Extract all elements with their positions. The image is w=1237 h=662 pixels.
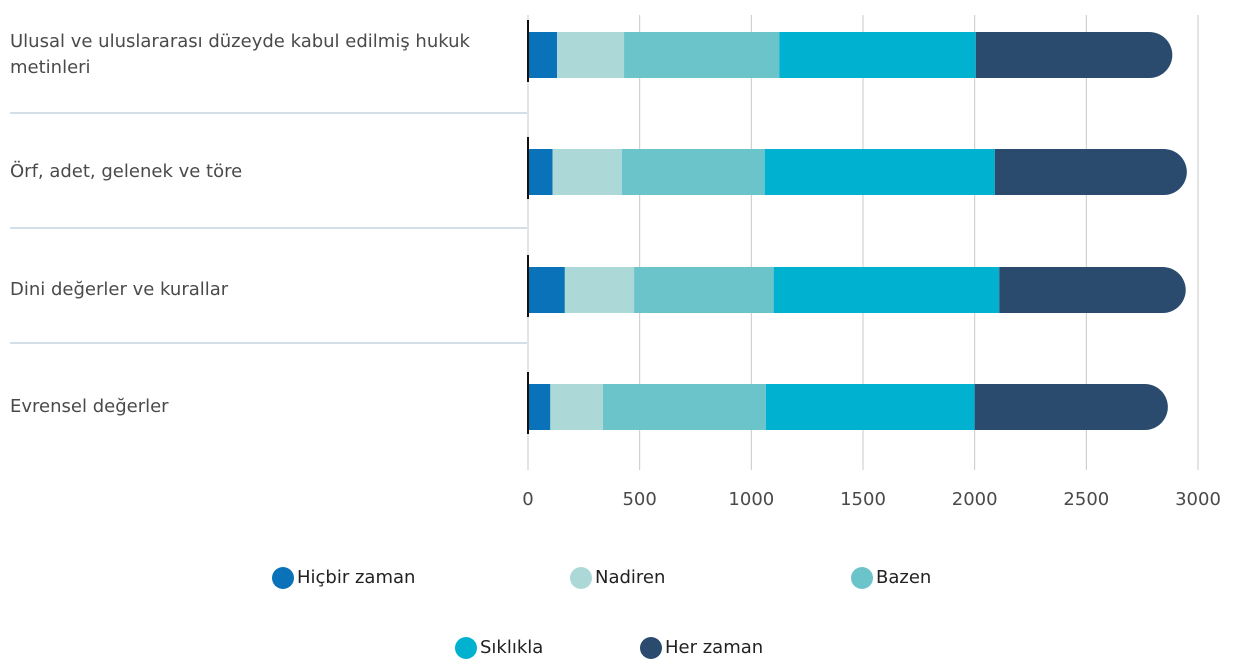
bar-segment <box>621 149 765 195</box>
bar-segment <box>999 267 1186 313</box>
x-tick-label: 1000 <box>728 489 774 510</box>
category-label: Örf, adet, gelenek ve töre <box>10 161 243 182</box>
x-tick-label: 3000 <box>1175 489 1221 510</box>
x-tick-label: 500 <box>622 489 656 510</box>
bar-segment <box>779 32 976 78</box>
legend-label: Hiçbir zaman <box>297 567 415 588</box>
x-tick-label: 2500 <box>1063 489 1109 510</box>
bar-segment <box>765 384 975 430</box>
bar-segment <box>634 267 774 313</box>
legend-label: Her zaman <box>665 637 763 658</box>
legend-label: Sıklıkla <box>480 637 543 658</box>
bar-segment <box>624 32 780 78</box>
legend-swatch <box>272 567 294 589</box>
category-label: Evrensel değerler <box>10 396 169 417</box>
bar-segment <box>975 32 1173 78</box>
bar-segment <box>550 384 603 430</box>
legend-swatch <box>851 567 873 589</box>
bar-segment <box>994 149 1187 195</box>
x-tick-label: 0 <box>522 489 533 510</box>
category-label: Ulusal ve uluslararası düzeyde kabul edi… <box>10 31 470 78</box>
legend-label: Bazen <box>876 567 931 588</box>
category-label: Dini değerler ve kurallar <box>10 279 229 300</box>
bar-segment <box>528 149 553 195</box>
x-tick-label: 1500 <box>840 489 886 510</box>
bar-segment <box>602 384 766 430</box>
bar-segment <box>557 32 625 78</box>
bar-segment <box>528 267 565 313</box>
x-tick-label: 2000 <box>952 489 998 510</box>
bar-segment <box>773 267 1000 313</box>
bar-segment <box>764 149 995 195</box>
legend-swatch <box>570 567 592 589</box>
bar-segment <box>564 267 635 313</box>
legend-label: Nadiren <box>595 567 665 588</box>
bar-segment <box>552 149 622 195</box>
legend-swatch <box>455 637 477 659</box>
bar-segment <box>528 32 558 78</box>
bar-segment <box>528 384 551 430</box>
bar-segment <box>974 384 1168 430</box>
legend-swatch <box>640 637 662 659</box>
